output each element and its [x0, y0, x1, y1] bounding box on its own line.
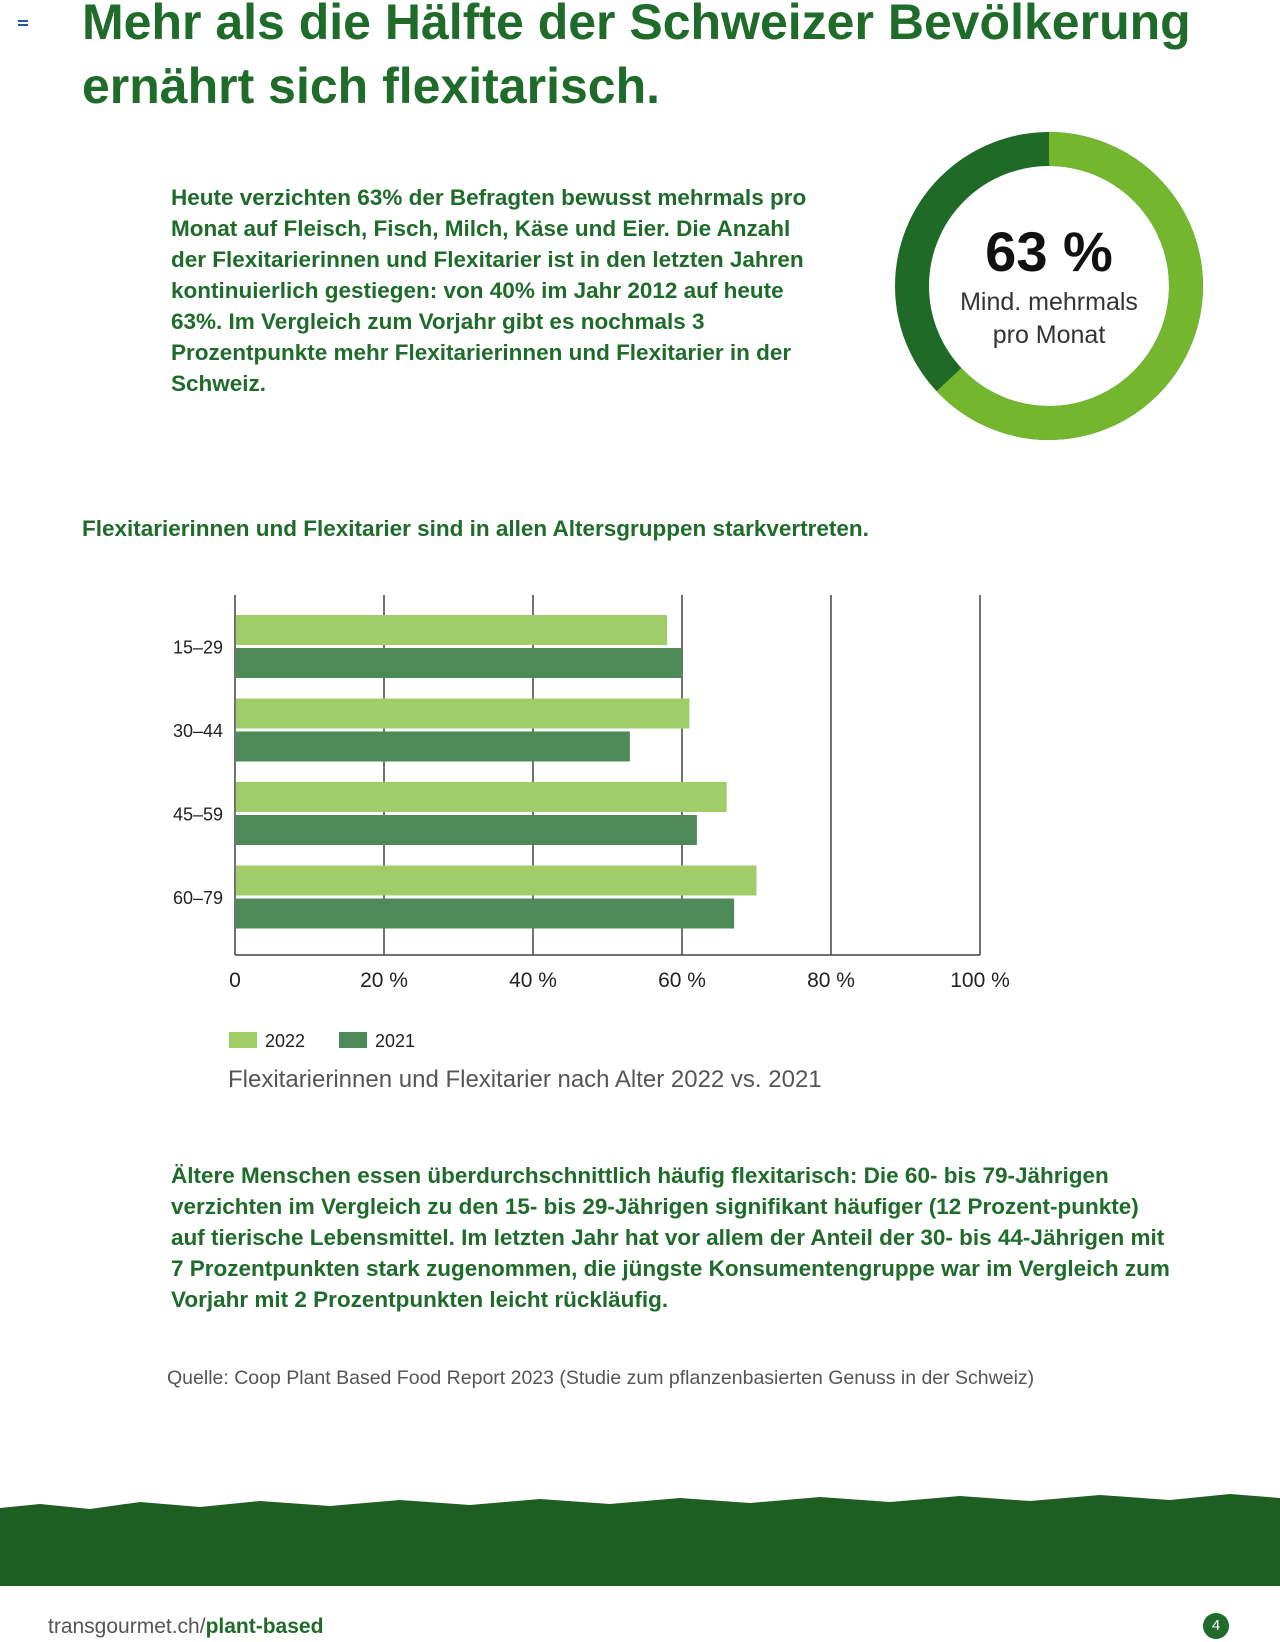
x-tick-label: 0 [229, 969, 241, 992]
y-tick-label: 60–79 [173, 888, 223, 908]
donut-value-label: 63 % [985, 220, 1113, 283]
bar-2022-60–79 [236, 865, 757, 896]
donut-value-arc [895, 132, 1203, 440]
legend-item-2021: 2021 [339, 1031, 415, 1052]
x-tick-label: 60 % [658, 969, 706, 992]
legend-label-2022: 2022 [265, 1031, 306, 1051]
y-tick-label: 45–59 [173, 805, 223, 825]
legend-swatch-2021 [339, 1032, 367, 1048]
menu-icon [18, 20, 28, 28]
bar-2022-45–59 [236, 782, 727, 812]
footer-band [0, 1494, 1280, 1586]
footer-url-prefix: transgourmet.ch/ [48, 1615, 206, 1638]
body-text: Ältere Menschen essen überdurchschnittli… [171, 1163, 1170, 1312]
x-tick-label: 20 % [360, 969, 408, 992]
page-number-badge: 4 [1203, 1613, 1229, 1639]
legend-item-2022: 2022 [229, 1031, 305, 1052]
x-tick-label: 40 % [509, 969, 557, 992]
y-tick-label: 30–44 [173, 721, 223, 741]
bar-2021-15–29 [236, 648, 682, 678]
source-note: Quelle: Coop Plant Based Food Report 202… [167, 1367, 1035, 1389]
bar-2022-30–44 [236, 698, 690, 729]
legend-label-2021: 2021 [375, 1031, 416, 1051]
donut-caption: Mind. mehrmals pro Monat [960, 288, 1138, 349]
footer-url-path: plant-based [205, 1615, 324, 1638]
intro-text: Heute verzichten 63% der Befragten bewus… [171, 185, 807, 396]
bar-2021-60–79 [236, 898, 735, 929]
footer-band-shape [0, 1494, 1280, 1586]
chart-subheading: Flexitarierinnen und Flexitarier sind in… [82, 516, 869, 541]
footer-link[interactable]: transgourmet.ch/plant-based [48, 1615, 323, 1639]
bar-2021-30–44 [236, 731, 630, 762]
donut-chart: 63 % Mind. mehrmals pro Monat [893, 130, 1205, 442]
y-tick-label: 15–29 [173, 638, 223, 658]
bar-2021-45–59 [236, 815, 697, 845]
x-tick-label: 100 % [950, 969, 1010, 992]
bar-chart: 0 20 % 40 % 60 % 80 % 100 % 15–29 30–44 45–59 60–… [150, 590, 1050, 1015]
x-tick-label: 80 % [807, 969, 855, 992]
chart-title: Flexitarierinnen und Flexitarier nach Al… [228, 1066, 822, 1093]
bar-2022-15–29 [236, 615, 668, 645]
legend-swatch-2022 [229, 1032, 257, 1048]
bar-chart-svg: 0 20 % 40 % 60 % 80 % 100 % 15–29 30–44 45–59 60–… [173, 595, 1010, 992]
page-title: Mehr als die Hälfte der Schweizer Bevölk… [82, 0, 1191, 114]
